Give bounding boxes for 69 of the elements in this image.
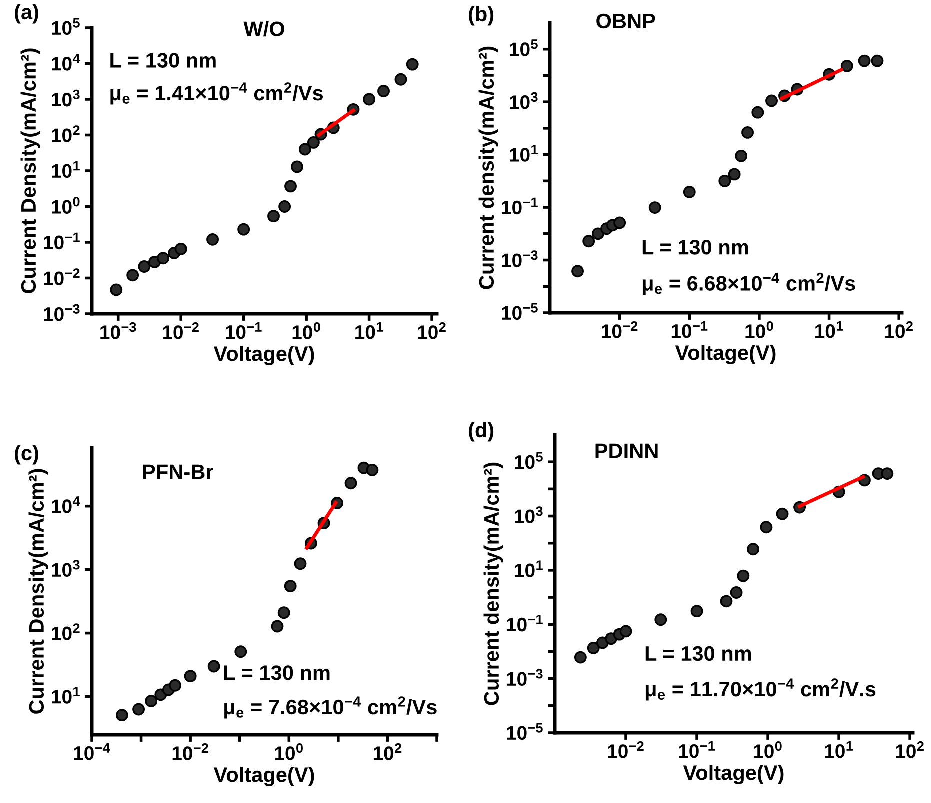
- annotation: L = 130 nm: [646, 646, 752, 662]
- y-tick-label: 10$^{−2}$: [44, 268, 80, 286]
- y-tick-label: 10$^{3}$: [510, 92, 538, 110]
- x-tick-label: 10$^{0}$: [754, 741, 782, 758]
- x-tick-label: 10$^{2}$: [885, 321, 913, 338]
- text: (a): [15, 4, 38, 24]
- annotation: μ$_{e}$ = 7.68×10$^{−4}$ cm$^{2}$/Vs: [224, 696, 437, 719]
- y-tick-label: 10$^{1}$: [515, 560, 543, 578]
- annotation: L = 130 nm: [642, 240, 748, 255]
- y-tick-label: 10$^{1}$: [510, 145, 538, 162]
- y-tick-label: 10$^{3}$: [515, 506, 543, 524]
- y-tick-label: 10$^{2}$: [52, 126, 80, 142]
- x-tick-label: 10$^{0}$: [275, 743, 303, 760]
- y-tick-label: 10$^{3}$: [52, 560, 80, 578]
- x-tick-label: 10$^{1}$: [356, 322, 384, 340]
- y-tick-label: 10$^{3}$: [52, 90, 80, 107]
- chart-title: OBNP: [596, 14, 656, 29]
- y-axis-title: Current density(mA/cm²): [484, 462, 504, 706]
- y-tick-label: 10$^{4}$: [52, 496, 80, 514]
- x-tick-label: 10$^{−4}$: [74, 743, 110, 760]
- x-tick-label: 10$^{−3}$: [100, 322, 136, 340]
- y-tick-label: 10$^{5}$: [510, 40, 538, 56]
- y-tick-label: 10$^{−1}$: [507, 614, 543, 632]
- x-tick-label: 10$^{1}$: [825, 741, 854, 758]
- annotation: μ$_{e}$ = 11.70×10$^{−4}$ cm$^{2}$/V.s: [646, 678, 876, 701]
- y-tick-label: 10$^{4}$: [52, 54, 80, 71]
- y-tick-label: 10$^{−5}$: [502, 303, 538, 320]
- x-tick-label: 10$^{−2}$: [608, 741, 644, 758]
- y-tick-label: 10$^{−3}$: [44, 304, 80, 322]
- y-axis-title: Current density(mA/cm²): [478, 46, 498, 290]
- x-tick-label: 10$^{−1}$: [672, 321, 708, 338]
- y-tick-label: 10$^{−3}$: [502, 250, 538, 268]
- y-tick-label: 10$^{0}$: [52, 197, 80, 214]
- x-axis-title: Voltage(V): [214, 346, 314, 366]
- y-tick-label: 10$^{5}$: [52, 18, 80, 36]
- x-axis-title: Voltage(V): [214, 767, 314, 787]
- x-tick-label: 10$^{−2}$: [172, 743, 208, 760]
- y-tick-label: 10$^{−3}$: [507, 669, 543, 686]
- x-tick-label: 10$^{0}$: [292, 322, 320, 340]
- x-tick-label: 10$^{−1}$: [679, 741, 716, 758]
- chart-title: PDINN: [596, 444, 658, 458]
- chart-title: W/O: [244, 21, 284, 37]
- x-tick-label: 10$^{2}$: [374, 743, 402, 760]
- annotation: μ$_{e}$ = 1.41×10$^{−4}$ cm$^{2}$/Vs: [110, 82, 324, 105]
- y-tick-label: 10$^{5}$: [515, 452, 543, 470]
- text: (c): [15, 445, 38, 465]
- x-tick-label: 10$^{2}$: [418, 322, 446, 340]
- annotation: L = 130 nm: [110, 53, 216, 68]
- annotation: μ$_{e}$ = 6.68×10$^{−4}$ cm$^{2}$/Vs: [642, 272, 856, 295]
- x-tick-label: 10$^{2}$: [896, 741, 924, 758]
- y-tick-label: 10$^{1}$: [52, 161, 80, 178]
- y-axis-title: Current Density(mA/cm²): [28, 469, 48, 714]
- x-axis-title: Voltage(V): [675, 345, 776, 365]
- x-tick-label: 10$^{−1}$: [226, 322, 262, 340]
- y-tick-label: 10$^{−1}$: [44, 232, 80, 250]
- text: PFN-Br: [143, 464, 214, 480]
- x-tick-label: 10$^{−2}$: [602, 321, 638, 338]
- y-tick-label: 10$^{1}$: [52, 687, 80, 704]
- text: (d): [469, 422, 494, 442]
- text: (b): [469, 6, 494, 26]
- x-tick-label: 10$^{1}$: [816, 321, 844, 338]
- annotation: L = 130 nm: [224, 666, 330, 680]
- y-tick-label: 10$^{2}$: [52, 624, 80, 641]
- x-axis-title: Voltage(V): [683, 765, 784, 785]
- x-tick-label: 10$^{−2}$: [163, 322, 199, 340]
- y-axis-title: Current Density(mA/cm²): [20, 48, 40, 294]
- y-tick-label: 10$^{−5}$: [507, 723, 543, 740]
- y-tick-label: 10$^{−1}$: [502, 198, 538, 215]
- x-tick-label: 10$^{0}$: [746, 321, 774, 338]
